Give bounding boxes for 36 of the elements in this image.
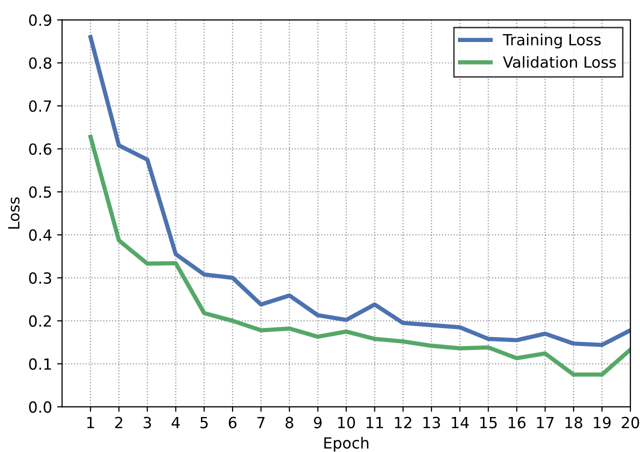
x-tick-label: 20 — [622, 416, 640, 428]
x-tick-label: 8 — [286, 416, 294, 428]
x-tick-label: 2 — [115, 416, 122, 428]
x-tick-label: 19 — [594, 416, 611, 428]
x-tick-label: 3 — [144, 416, 151, 428]
x-tick-label: 9 — [314, 416, 322, 428]
x-tick-label: 5 — [200, 416, 208, 428]
y-tick-label: 0.6 — [29, 143, 52, 155]
x-tick-label: 4 — [172, 416, 180, 428]
x-tick-label: 18 — [566, 416, 582, 428]
x-tick-label: 11 — [366, 416, 383, 428]
x-tick-label: 12 — [395, 416, 412, 428]
legend-label: Training Loss — [502, 34, 601, 48]
x-tick-label: 1 — [87, 416, 94, 428]
y-tick-label: 0.3 — [29, 272, 52, 284]
y-tick-label: 0.0 — [29, 401, 52, 413]
x-tick-label: 13 — [423, 416, 440, 428]
y-tick-label: 0.7 — [29, 100, 52, 112]
legend-label: Validation Loss — [502, 56, 616, 68]
line-series — [88, 134, 630, 377]
y-tick-label: 0.1 — [29, 358, 51, 370]
y-axis-title: Loss — [8, 197, 20, 229]
x-tick-label: 6 — [228, 416, 236, 428]
x-axis-title: Epoch — [324, 436, 368, 452]
y-tick-label: 0.5 — [29, 186, 52, 198]
x-tick-label: 10 — [338, 416, 355, 428]
x-tick-label: 15 — [480, 416, 497, 428]
x-tick-label: 16 — [508, 416, 526, 428]
x-tick-label: 7 — [257, 416, 265, 428]
y-tick-label: 0.8 — [29, 57, 52, 69]
y-tick-label: 0.4 — [29, 229, 52, 241]
y-tick-label: 0.9 — [29, 14, 52, 26]
x-tick-label: 14 — [452, 416, 469, 428]
line-series — [88, 35, 630, 347]
y-tick-label: 0.2 — [29, 315, 51, 327]
x-tick-label: 17 — [537, 416, 554, 428]
